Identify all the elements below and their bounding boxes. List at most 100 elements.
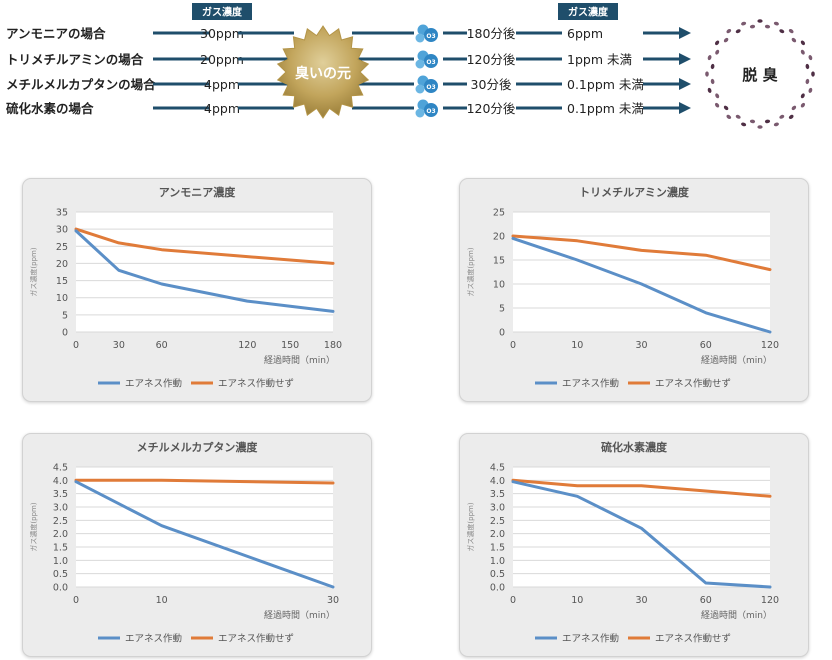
ring-dot: [800, 93, 805, 99]
gas-concentration-badge-right: ガス濃度: [558, 3, 618, 20]
legend-label: エアネス作動: [125, 378, 182, 390]
y-tick-label: 5: [62, 310, 68, 321]
ring-dot: [741, 122, 747, 127]
ozone-bubble-icon: O3: [415, 99, 438, 118]
row-1-line-e: [516, 57, 562, 61]
ammonia-chart-panel: アンモニア濃度 0 5 10 15 20 25 30 35 0 30 60 120 150 180 ガス濃度(…: [22, 178, 372, 402]
plot-area: [76, 467, 333, 587]
ozone-bubble-icon: O3: [415, 24, 438, 43]
x-axis-label: 経過時間（min）: [264, 354, 335, 366]
ring-dot: [800, 49, 805, 55]
y-tick-label: 4.5: [53, 463, 68, 474]
row-1-time: 120分後: [467, 52, 516, 67]
ring-dot: [805, 78, 810, 85]
ammonia-line-chart: アンモニア濃度 0 5 10 15 20 25 30 35 0 30 60 120 150 180 ガス濃度(…: [29, 185, 342, 390]
ring-dot: [757, 125, 763, 129]
y-tick-label: 30: [56, 225, 68, 236]
ring-dot: [723, 105, 729, 111]
row-2-line-e: [516, 82, 562, 86]
x-tick-label: 0: [510, 340, 516, 351]
ring-dot: [735, 29, 741, 34]
row-0-arrow-icon: [679, 27, 691, 39]
row-2-initial: 4ppm: [204, 77, 240, 92]
ring-dot: [800, 40, 806, 46]
ring-dot: [749, 24, 756, 29]
series-line-airness-off: [511, 478, 772, 498]
row-0-line-c: [352, 31, 414, 35]
ring-dot: [811, 71, 815, 77]
y-tick-label: 3.0: [53, 503, 68, 514]
diagram-rows: アンモニアの場合 30ppm O3 180分後 6ppm トリメチルアミンの場合 20ppm…: [6, 24, 691, 118]
x-tick-label: 120: [761, 595, 779, 606]
y-tick-label: 25: [56, 242, 68, 253]
methyl-mercaptan-chart-panel: メチルメルカプタン濃度 0.0 0.5 1.0 1.5 2.0 2.5 3.0 3.5 4.0 4.…: [22, 433, 372, 657]
trimethylamine-chart-panel: トリメチルアミン濃度 0 5 10 15 20 25 0 10 30 60 120 ガス濃度(ppm) 経…: [459, 178, 809, 402]
y-tick-label: 1.0: [490, 556, 505, 567]
row-1-line-f: [643, 57, 679, 61]
ring-dot: [749, 119, 756, 124]
row-1-arrow-icon: [679, 53, 691, 65]
row-1-line-d: [443, 57, 467, 61]
row-0-time: 180分後: [467, 26, 516, 41]
row-2-arrow-icon: [679, 78, 691, 90]
odor-source-starburst: 臭いの元: [276, 25, 370, 119]
odor-source-label: 臭いの元: [295, 65, 351, 82]
y-tick-label: 2.5: [53, 516, 68, 527]
ring-dot: [788, 28, 794, 34]
y-tick-label: 2.0: [490, 529, 505, 540]
legend-label: エアネス作動: [125, 633, 182, 645]
row-2-line-c: [352, 82, 414, 86]
row-3-arrow-icon: [679, 102, 691, 114]
row-1-name: トリメチルアミンの場合: [6, 52, 144, 67]
x-tick-label: 30: [635, 595, 647, 606]
deodorization-process-diagram: ガス濃度 ガス濃度 アンモニアの場合 30ppm O3 180分後 6ppm トリメチルア…: [6, 3, 815, 129]
chart-title: トリメチルアミン濃度: [579, 185, 690, 199]
y-tick-label: 1.0: [53, 556, 68, 567]
ring-dot: [805, 63, 810, 70]
row-1-final: 1ppm 未満: [567, 52, 632, 67]
ring-dot: [764, 119, 771, 124]
x-axis-label: 経過時間（min）: [264, 609, 335, 621]
legend-label: エアネス作動せず: [218, 378, 294, 390]
chart-title: 硫化水素濃度: [601, 440, 668, 454]
ozone-bubble-tiny: [415, 59, 425, 69]
ring-dot: [757, 19, 763, 23]
ring-dot: [726, 114, 732, 120]
y-axis-label: ガス濃度(ppm): [466, 502, 475, 551]
ring-dot: [779, 29, 785, 34]
ring-dot: [723, 37, 729, 43]
ozone-label: O3: [426, 108, 435, 115]
row-2-line-f: [643, 82, 679, 86]
ozone-bubble-main: [424, 79, 438, 93]
y-tick-label: 1.5: [53, 543, 68, 554]
chart-title: メチルメルカプタン濃度: [137, 440, 259, 454]
x-tick-label: 120: [761, 340, 779, 351]
badge-label-right: ガス濃度: [568, 6, 609, 19]
y-tick-label: 0.5: [490, 569, 505, 580]
row-3-line-d: [443, 106, 467, 110]
row-3-line-c: [352, 106, 414, 110]
ring-dot: [707, 87, 712, 93]
ozone-bubble-icon: O3: [415, 75, 438, 94]
row-3-initial: 4ppm: [204, 101, 240, 116]
ring-dot: [710, 63, 715, 70]
x-tick-label: 10: [571, 340, 583, 351]
x-tick-label: 10: [571, 595, 583, 606]
y-tick-label: 0: [62, 328, 68, 339]
y-tick-label: 0.0: [53, 583, 68, 594]
ozone-bubble-tiny: [415, 33, 425, 43]
ozone-bubble-main: [424, 103, 438, 117]
y-tick-label: 20: [493, 232, 505, 243]
ring-dot: [773, 122, 779, 127]
ozone-bubble-tiny: [415, 108, 425, 118]
y-tick-label: 2.0: [53, 529, 68, 540]
deodorize-label: 脱 臭: [742, 66, 777, 84]
row-3-final: 0.1ppm 未満: [567, 101, 644, 116]
row-0-final: 6ppm: [567, 26, 603, 41]
series-line-airness-off: [74, 478, 335, 485]
row-3-name: 硫化水素の場合: [6, 101, 94, 116]
y-tick-label: 4.0: [490, 476, 505, 487]
y-tick-label: 3.5: [490, 489, 505, 500]
ozone-label: O3: [426, 59, 435, 66]
ring-dot: [715, 93, 720, 99]
